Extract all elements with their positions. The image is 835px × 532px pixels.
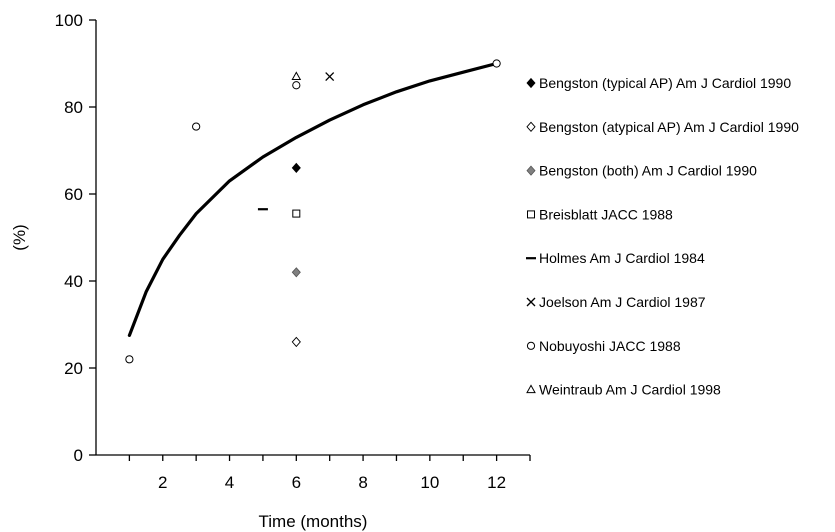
- cross-stroke: [526, 297, 536, 307]
- legend-marker: [526, 165, 536, 176]
- legend-item: Bengston (typical AP) Am J Cardiol 1990: [526, 75, 791, 91]
- legend-item: Bengston (atypical AP) Am J Cardiol 1990: [526, 119, 799, 135]
- legend-item: Holmes Am J Cardiol 1984: [526, 250, 705, 266]
- y-tick-label: 40: [64, 272, 83, 291]
- legend-item: Nobuyoshi JACC 1988: [526, 338, 681, 354]
- x-tick-label: 12: [487, 473, 506, 492]
- data-point: [292, 209, 301, 218]
- legend-marker: [526, 384, 536, 394]
- legend-label: Joelson Am J Cardiol 1987: [539, 294, 706, 310]
- x-tick-label: 2: [158, 473, 167, 492]
- data-point: [125, 355, 134, 364]
- data-point: [291, 71, 302, 81]
- legend-marker: [526, 121, 536, 132]
- x-tick-label: 8: [358, 473, 367, 492]
- y-tick-label: 60: [64, 185, 83, 204]
- trend-line-group: [127, 61, 499, 337]
- data-point: [192, 122, 201, 131]
- x-tick-label: 6: [292, 473, 301, 492]
- legend-label: Bengston (both) Am J Cardiol 1990: [539, 163, 757, 179]
- axes: 0 20 40 60 80 100 2 4 6 8 10 12: [55, 11, 531, 492]
- legend-item: Bengston (both) Am J Cardiol 1990: [526, 163, 757, 179]
- data-point: [291, 267, 301, 278]
- legend-item: Breisblatt JACC 1988: [527, 206, 673, 222]
- legend-label: Weintraub Am J Cardiol 1998: [539, 382, 721, 398]
- legend-item: Joelson Am J Cardiol 1987: [526, 294, 706, 310]
- legend-item: Weintraub Am J Cardiol 1998: [526, 382, 721, 398]
- x-tick-label: 10: [420, 473, 439, 492]
- data-points: [125, 59, 501, 364]
- legend-label: Bengston (atypical AP) Am J Cardiol 1990: [539, 119, 799, 135]
- x-axis-title: Time (months): [259, 512, 368, 531]
- data-point: [291, 162, 301, 174]
- y-tick-label: 100: [55, 11, 83, 30]
- trend-line: [127, 61, 499, 337]
- legend-marker: [526, 77, 536, 89]
- legend-label: Nobuyoshi JACC 1988: [539, 338, 681, 354]
- legend-marker: [526, 297, 536, 307]
- y-tick-label: 80: [64, 98, 83, 117]
- legend-marker: [527, 210, 535, 219]
- legend: Bengston (typical AP) Am J Cardiol 1990 B…: [526, 75, 799, 398]
- legend-label: Breisblatt JACC 1988: [539, 206, 673, 222]
- data-point: [325, 72, 335, 82]
- cross-stroke: [325, 72, 335, 82]
- legend-marker: [526, 341, 536, 350]
- legend-label: Holmes Am J Cardiol 1984: [539, 250, 705, 266]
- y-axis-title: (%): [10, 224, 29, 250]
- data-point: [492, 59, 501, 68]
- data-point: [292, 81, 301, 90]
- y-tick-label: 20: [64, 359, 83, 378]
- legend-label: Bengston (typical AP) Am J Cardiol 1990: [539, 75, 791, 91]
- x-tick-label: 4: [225, 473, 234, 492]
- y-tick-label: 0: [74, 446, 83, 465]
- data-point: [291, 336, 301, 348]
